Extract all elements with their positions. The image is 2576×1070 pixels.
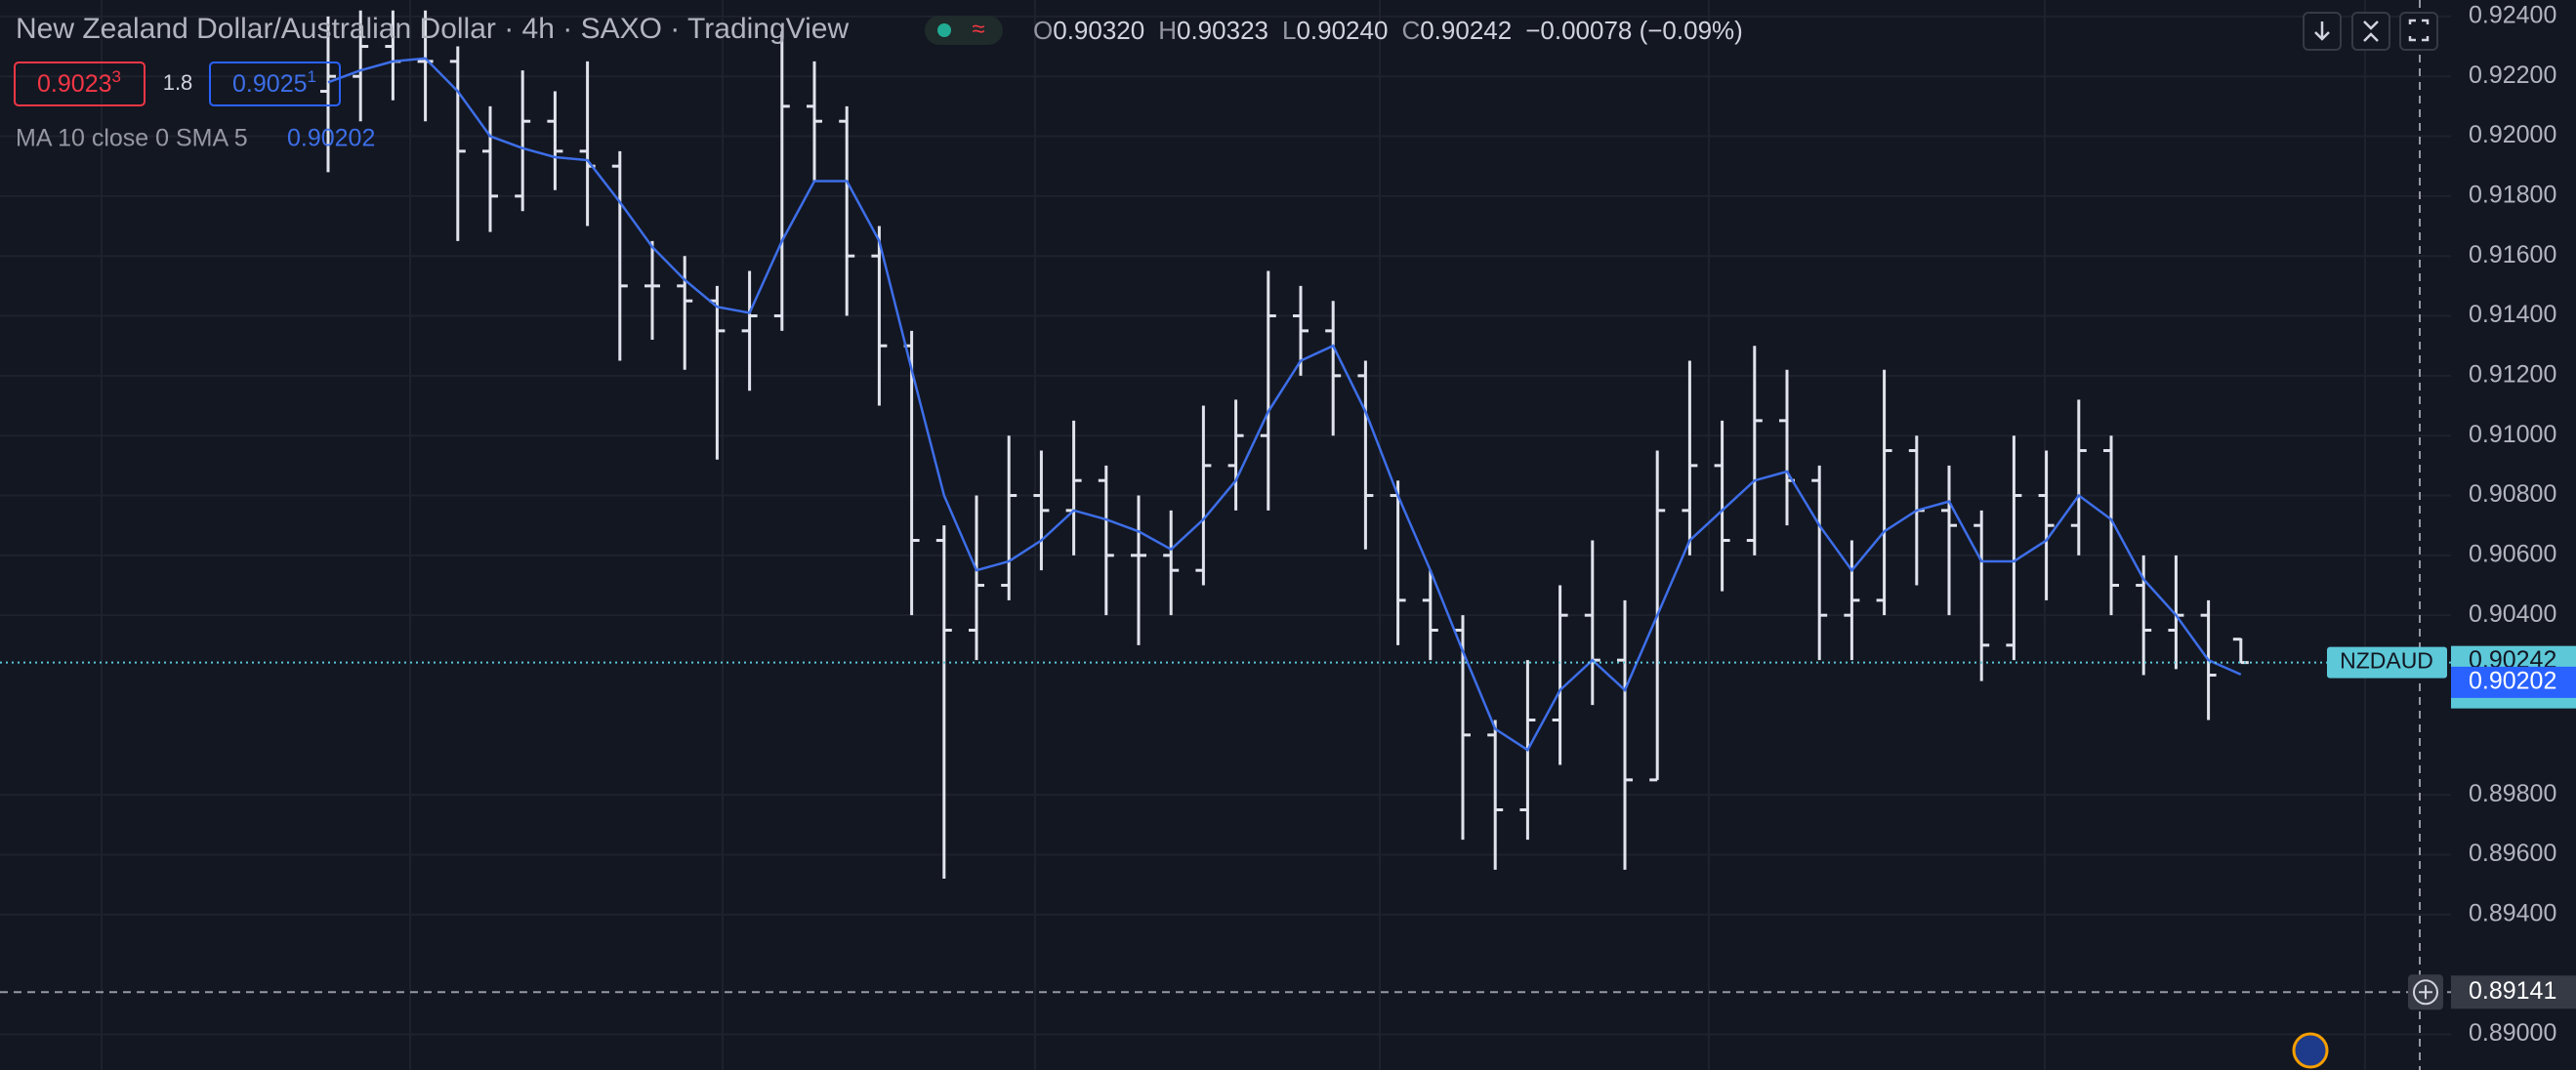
sell-price: 0.90233	[37, 67, 121, 97]
vertical-grid	[101, 0, 2366, 1070]
spread: 1.8	[163, 70, 193, 95]
symbol-tag	[2327, 646, 2447, 679]
ohlc-value: 0.90323	[1177, 16, 1268, 45]
y-tick-label: 0.92400	[2469, 1, 2556, 28]
title: New Zealand Dollar/Australian Dollar · 4…	[16, 13, 849, 45]
y-tick-label: 0.89000	[2469, 1019, 2556, 1047]
status-pill	[925, 16, 1003, 45]
toolbar-button[interactable]	[2399, 12, 2438, 51]
sell-button[interactable]	[14, 62, 145, 106]
price-axis	[2451, 0, 2576, 1070]
buy-price: 0.90251	[232, 67, 316, 97]
ma-line	[327, 57, 2242, 752]
ohlc-legend: O0.90320 H0.90323 L0.90240 C0.90242 −0.00078…	[1033, 16, 1743, 45]
change: −0.00078 (−0.09%)	[1525, 16, 1743, 45]
ma-legend-value: 0.90202	[287, 125, 375, 152]
ma-tag	[2451, 666, 2576, 698]
ma-price-label: 0.90202	[2469, 668, 2556, 695]
ohlc-key: L	[1282, 16, 1296, 45]
y-tick-label: 0.89600	[2469, 840, 2556, 867]
status-wave: ≈	[972, 16, 984, 42]
y-tick-label: 0.92200	[2469, 62, 2556, 89]
toolbar-icon	[2408, 19, 2430, 42]
ohlc-key: H	[1158, 16, 1177, 45]
buy-button[interactable]	[209, 62, 341, 106]
y-tick-label: 0.91200	[2469, 360, 2556, 388]
y-tick-label: 0.89400	[2469, 899, 2556, 926]
status-dot	[937, 23, 951, 37]
y-tick-label: 0.90400	[2469, 600, 2556, 628]
price-pip: 1	[308, 67, 316, 86]
ohlc-value: 0.90320	[1053, 16, 1144, 45]
price-pip: 3	[112, 67, 121, 86]
ohlc-key: O	[1033, 16, 1053, 45]
toolbar-icon	[2314, 21, 2330, 41]
symbol-label: NZDAUD	[2340, 648, 2433, 674]
y-tick-label: 0.91400	[2469, 301, 2556, 328]
price-main: 0.9025	[232, 70, 307, 98]
toolbar-button[interactable]	[2351, 12, 2390, 51]
crosshair-tag	[2451, 975, 2576, 1009]
flag-icon	[2292, 1032, 2329, 1069]
y-tick-label: 0.89800	[2469, 780, 2556, 807]
ma-legend: MA 10 close 0 SMA 5	[16, 125, 248, 152]
y-tick-label: 0.90600	[2469, 540, 2556, 567]
y-tick-label: 0.91600	[2469, 241, 2556, 268]
ohlc-value: 0.90240	[1296, 16, 1388, 45]
y-tick-label: 0.90800	[2469, 480, 2556, 508]
toolbar-icon	[2363, 21, 2379, 42]
y-tick-label: 0.92000	[2469, 121, 2556, 148]
price-main: 0.9023	[37, 70, 111, 98]
crosshair-label: 0.89141	[2469, 977, 2556, 1005]
y-tick-label: 0.91800	[2469, 181, 2556, 208]
ohlc-value: 0.90242	[1420, 16, 1512, 45]
add-plus	[2419, 985, 2432, 1000]
add-icon	[2413, 979, 2438, 1006]
y-tick-label: 0.91000	[2469, 421, 2556, 448]
ohlc-key: C	[1401, 16, 1420, 45]
